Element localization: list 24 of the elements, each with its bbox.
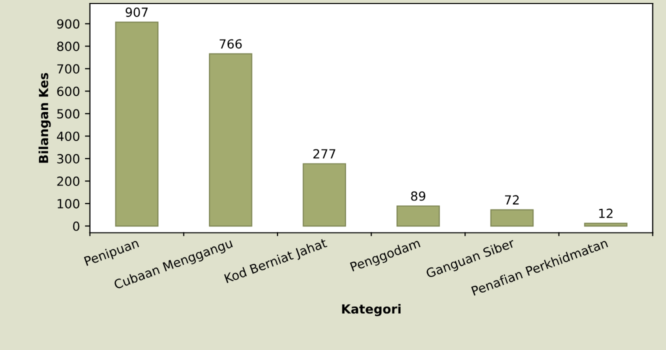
bar xyxy=(584,222,628,227)
y-tick-label: 400 xyxy=(56,132,80,142)
y-tick-label: 0 xyxy=(73,221,80,231)
bar xyxy=(396,205,440,227)
y-tick-label: 900 xyxy=(57,19,80,29)
data-label: 277 xyxy=(313,149,336,158)
y-axis-title: Bilangan Kes xyxy=(38,72,51,163)
bar xyxy=(302,163,346,227)
data-label: 72 xyxy=(505,195,519,204)
data-label: 89 xyxy=(411,191,426,201)
data-label: 907 xyxy=(126,8,148,17)
data-label: 12 xyxy=(599,208,612,218)
x-axis-title: Kategori xyxy=(342,304,401,316)
y-tick-label: 300 xyxy=(57,154,80,164)
bar xyxy=(208,53,252,227)
y-tick-label: 500 xyxy=(57,109,80,119)
bar xyxy=(490,209,534,227)
y-tick-label: 700 xyxy=(57,64,80,74)
data-label: 766 xyxy=(220,39,242,49)
y-tick-label: 800 xyxy=(57,42,80,52)
y-tick-label: 600 xyxy=(57,86,80,96)
y-tick-label: 200 xyxy=(57,176,80,186)
y-tick-label: 100 xyxy=(58,199,80,208)
bar xyxy=(115,22,158,227)
